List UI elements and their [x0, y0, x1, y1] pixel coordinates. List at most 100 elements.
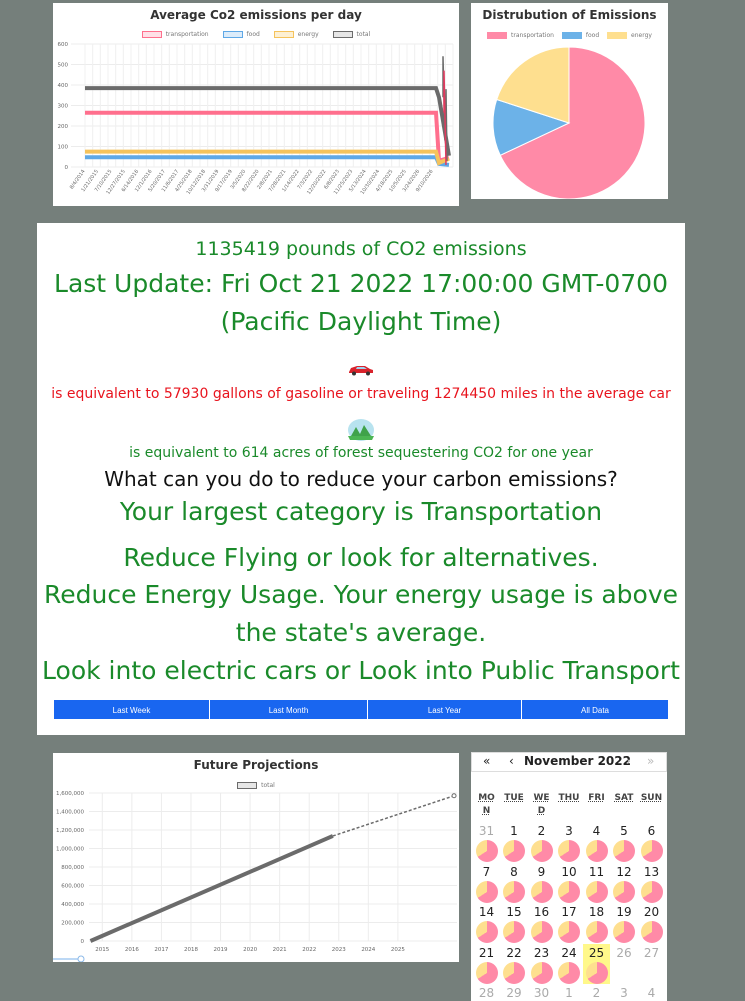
calendar-day[interactable]: 16 [528, 903, 555, 943]
legend-food[interactable]: food [561, 32, 599, 39]
calendar-day[interactable]: 11 [583, 863, 610, 903]
calendar-day-number: 25 [588, 945, 605, 960]
calendar-day[interactable]: 2 [583, 984, 610, 1001]
series-line-energy [85, 149, 450, 166]
calendar-next-button[interactable]: › [626, 754, 631, 768]
calendar-day-number: 7 [482, 864, 491, 879]
y-tick-label: 800,000 [61, 865, 84, 871]
calendar-day[interactable]: 23 [528, 944, 555, 984]
calendar-day[interactable]: 13 [638, 863, 665, 903]
legend-energy[interactable]: energy [607, 32, 652, 39]
calendar-day-number: 18 [588, 905, 605, 919]
calendar-day[interactable]: 2 [528, 822, 555, 862]
series-line-total [89, 834, 334, 943]
day-emissions-pie-icon [585, 961, 608, 984]
pie-chart-legend: transportation food energy [471, 32, 668, 39]
calendar-day[interactable]: 14 [473, 903, 500, 943]
day-emissions-pie-icon [558, 880, 580, 903]
calendar-day[interactable]: 12 [611, 863, 638, 903]
calendar-day[interactable]: 25 [583, 943, 610, 984]
forest-equivalence: is equivalent to 614 acres of forest seq… [129, 445, 593, 461]
y-tick-label: 1,200,000 [56, 828, 84, 834]
calendar-day[interactable]: 10 [556, 863, 583, 903]
last-year-button[interactable]: Last Year [368, 700, 521, 719]
day-emissions-pie-icon [475, 921, 498, 943]
calendar-day[interactable]: 8 [501, 863, 528, 903]
calendar-day-number: 5 [620, 824, 628, 838]
calendar-day[interactable]: 15 [501, 903, 528, 943]
y-tick-label: 500 [58, 63, 69, 69]
y-tick-label: 300 [58, 104, 69, 110]
calendar-day-number: 2 [592, 986, 601, 1000]
calendar-day[interactable]: 9 [528, 863, 555, 903]
day-emissions-pie-icon [530, 961, 553, 984]
last-week-button[interactable]: Last Week [54, 700, 209, 719]
calendar-day[interactable]: 19 [611, 903, 638, 943]
calendar-weekday-label: FRI [588, 793, 605, 803]
x-tick-label: 2019 [214, 947, 228, 953]
calendar-last-button[interactable]: » [647, 754, 655, 768]
series-spike-transportation [443, 70, 447, 165]
calendar-day[interactable]: 3 [611, 984, 638, 1001]
avg-emissions-card: Average Co2 emissions per day transporta… [53, 3, 459, 206]
calendar-day-number: 16 [533, 905, 550, 919]
calendar-day-number: 6 [647, 824, 656, 838]
calendar-day[interactable]: 22 [501, 944, 528, 984]
calendar-day-number: 14 [478, 905, 495, 919]
day-emissions-pie-icon [613, 840, 635, 862]
calendar-day[interactable]: 5 [611, 822, 638, 862]
calendar-day[interactable]: 1 [556, 984, 583, 1001]
forest-icon [37, 419, 685, 441]
calendar-day[interactable]: 29 [501, 984, 528, 1001]
calendar-day-number: 29 [506, 986, 522, 1000]
calendar-day-number: 24 [561, 945, 577, 960]
legend-food[interactable]: food [222, 31, 260, 38]
all-data-button[interactable]: All Data [522, 700, 668, 719]
y-tick-label: 600,000 [61, 884, 84, 890]
calendar-day[interactable]: 20 [638, 903, 665, 943]
x-tick-label: 2016 [125, 947, 139, 953]
legend-energy[interactable]: energy [273, 31, 319, 38]
calendar-day[interactable]: 24 [556, 944, 583, 984]
calendar-prev-button[interactable]: ‹ [509, 754, 514, 768]
last-month-button[interactable]: Last Month [210, 700, 367, 719]
calendar-day[interactable]: 18 [583, 903, 610, 943]
calendar-day[interactable]: 30 [528, 984, 555, 1001]
x-tick-label: 2025 [391, 947, 405, 953]
calendar-day-number: 3 [565, 824, 573, 838]
y-tick-label: 1,600,000 [56, 791, 84, 797]
calendar-day[interactable]: 21 [473, 944, 500, 984]
calendar-day[interactable]: 6 [638, 822, 665, 862]
calendar-day[interactable]: 31 [473, 822, 500, 862]
calendar-day[interactable]: 1 [501, 822, 528, 862]
projection-end-point [451, 793, 457, 799]
calendar-day[interactable]: 27 [638, 944, 665, 984]
legend-total[interactable]: total [237, 782, 275, 789]
calendar-day-number: 15 [506, 905, 522, 919]
distribution-card: Distrubution of Emissions transportation… [471, 3, 668, 199]
calendar-day-number: 13 [643, 864, 660, 879]
legend-transportation[interactable]: transportation [141, 31, 209, 38]
day-emissions-pie-icon [613, 921, 635, 943]
calendar-day[interactable]: 26 [611, 944, 638, 984]
calendar-first-button[interactable]: « [483, 754, 491, 768]
calendar-day-number: 9 [537, 864, 546, 879]
car-icon [37, 361, 685, 376]
projections-card: Future Projections total 0 200,000 400,000… [53, 753, 459, 962]
legend-total[interactable]: total [332, 31, 370, 38]
pie-slice-energy [496, 46, 570, 124]
legend-transportation[interactable]: transportation [487, 32, 554, 39]
day-emissions-pie-icon [530, 840, 553, 862]
range-slider-handle [77, 955, 85, 962]
calendar-day[interactable]: 4 [583, 822, 610, 862]
calendar-day-number: 21 [478, 945, 495, 960]
calendar-day[interactable]: 7 [473, 863, 500, 903]
car-equivalence: is equivalent to 57930 gallons of gasoli… [51, 386, 671, 402]
calendar-day[interactable]: 3 [556, 822, 583, 862]
day-emissions-pie-icon [585, 921, 608, 943]
calendar-day-number: 30 [533, 986, 550, 1000]
calendar-day[interactable]: 17 [556, 903, 583, 943]
calendar-day[interactable]: 4 [638, 984, 665, 1001]
calendar-day[interactable]: 28 [473, 984, 500, 1001]
x-tick-label: 2021 [273, 947, 287, 953]
